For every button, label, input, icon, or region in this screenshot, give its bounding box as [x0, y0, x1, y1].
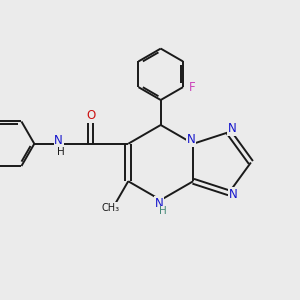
- Text: H: H: [159, 206, 167, 216]
- Text: N: N: [154, 197, 163, 210]
- Text: N: N: [229, 188, 238, 201]
- Text: CH₃: CH₃: [101, 203, 119, 213]
- Text: O: O: [86, 110, 95, 122]
- Text: N: N: [54, 134, 63, 147]
- Text: F: F: [189, 81, 195, 94]
- Text: N: N: [187, 133, 196, 146]
- Text: N: N: [228, 122, 237, 135]
- Text: H: H: [56, 147, 64, 157]
